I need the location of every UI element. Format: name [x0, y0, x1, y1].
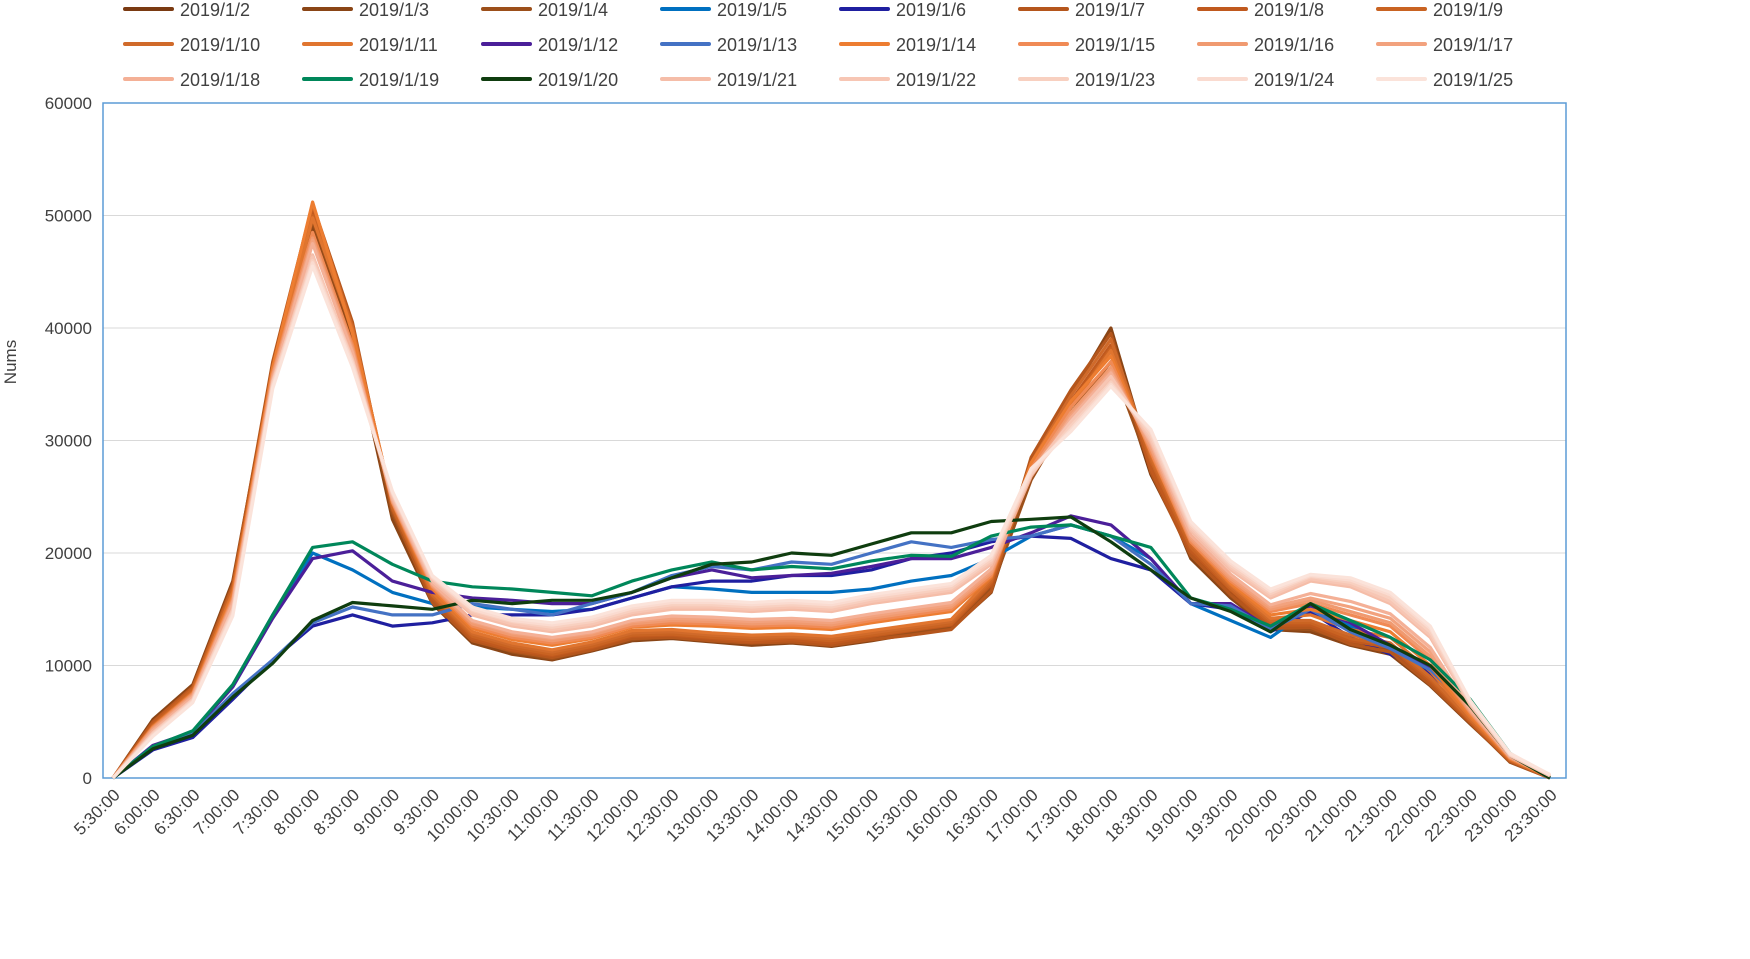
series-line-2019-1-16	[111, 236, 1551, 780]
series-lines	[111, 200, 1551, 780]
y-axis-label: Nums	[1, 340, 20, 384]
legend-label: 2019/1/19	[359, 70, 439, 90]
legend-item: 2019/1/20	[481, 70, 618, 90]
legend-label: 2019/1/2	[180, 0, 250, 20]
series-line-2019-1-24	[111, 261, 1551, 780]
series-line-2019-1-18	[111, 242, 1551, 780]
y-tick-label: 30000	[45, 432, 92, 451]
series-line-2019-1-23	[111, 258, 1551, 780]
series-line-2019-1-6	[112, 534, 1551, 780]
y-tick-label: 0	[83, 769, 92, 788]
series-line-2019-1-15	[111, 230, 1551, 779]
legend-item: 2019/1/4	[481, 0, 608, 20]
legend-item: 2019/1/22	[839, 70, 976, 90]
plot-area-border	[102, 102, 1567, 779]
legend-label: 2019/1/14	[896, 35, 976, 55]
series-line-2019-1-17	[111, 238, 1551, 780]
legend-label: 2019/1/16	[1254, 35, 1334, 55]
legend-item: 2019/1/18	[123, 70, 260, 90]
gridlines	[103, 215, 1566, 779]
legend-label: 2019/1/12	[538, 35, 618, 55]
y-tick-label: 40000	[45, 319, 92, 338]
legend-item: 2019/1/10	[123, 35, 260, 55]
legend-item: 2019/1/9	[1376, 0, 1503, 20]
legend-item: 2019/1/13	[660, 35, 797, 55]
series-line-2019-1-12	[111, 514, 1551, 780]
legend-item: 2019/1/6	[839, 0, 966, 20]
legend-item: 2019/1/14	[839, 35, 976, 55]
y-tick-label: 60000	[45, 94, 92, 113]
legend-item: 2019/1/2	[123, 0, 250, 20]
legend-label: 2019/1/4	[538, 0, 608, 20]
legend-item: 2019/1/17	[1376, 35, 1513, 55]
legend-label: 2019/1/6	[896, 0, 966, 20]
legend-item: 2019/1/7	[1018, 0, 1145, 20]
legend-label: 2019/1/9	[1433, 0, 1503, 20]
series-line-2019-1-21	[111, 253, 1551, 780]
series-line-2019-1-20	[112, 515, 1551, 780]
series-line-2019-1-22	[111, 255, 1551, 780]
legend-item: 2019/1/3	[302, 0, 429, 20]
legend-label: 2019/1/25	[1433, 70, 1513, 90]
legend-item: 2019/1/16	[1197, 35, 1334, 55]
legend-label: 2019/1/7	[1075, 0, 1145, 20]
legend-label: 2019/1/15	[1075, 35, 1155, 55]
legend-item: 2019/1/5	[660, 0, 787, 20]
legend-label: 2019/1/13	[717, 35, 797, 55]
legend-label: 2019/1/24	[1254, 70, 1334, 90]
legend-item: 2019/1/12	[481, 35, 618, 55]
legend-label: 2019/1/11	[359, 35, 438, 55]
legend-item: 2019/1/21	[660, 70, 797, 90]
legend-label: 2019/1/5	[717, 0, 787, 20]
legend-label: 2019/1/23	[1075, 70, 1155, 90]
legend-item: 2019/1/15	[1018, 35, 1155, 55]
x-axis-ticks: 5:30:006:00:006:30:007:00:007:30:008:00:…	[70, 785, 1561, 845]
legend-item: 2019/1/23	[1018, 70, 1155, 90]
legend-label: 2019/1/3	[359, 0, 429, 20]
legend-item: 2019/1/24	[1197, 70, 1334, 90]
legend-item: 2019/1/25	[1376, 70, 1513, 90]
y-axis-ticks: 0 10000 20000 30000 40000 50000 60000	[45, 94, 92, 788]
legend-label: 2019/1/21	[717, 70, 797, 90]
y-tick-label: 20000	[45, 544, 92, 563]
legend-item: 2019/1/8	[1197, 0, 1324, 20]
legend-label: 2019/1/10	[180, 35, 260, 55]
legend: 2019/1/2 2019/1/3 2019/1/4 2019/1/5 2019/1/6…	[123, 0, 1513, 90]
legend-label: 2019/1/18	[180, 70, 260, 90]
legend-label: 2019/1/8	[1254, 0, 1324, 20]
legend-label: 2019/1/17	[1433, 35, 1513, 55]
y-tick-label: 50000	[45, 207, 92, 226]
legend-item: 2019/1/11	[302, 35, 438, 55]
series-line-2019-1-25	[111, 264, 1551, 780]
legend-label: 2019/1/22	[896, 70, 976, 90]
series-line-2019-1-14	[111, 200, 1551, 779]
legend-item: 2019/1/19	[302, 70, 439, 90]
series-line-2019-1-13	[112, 523, 1551, 780]
legend-label: 2019/1/20	[538, 70, 618, 90]
y-tick-label: 10000	[45, 657, 92, 676]
